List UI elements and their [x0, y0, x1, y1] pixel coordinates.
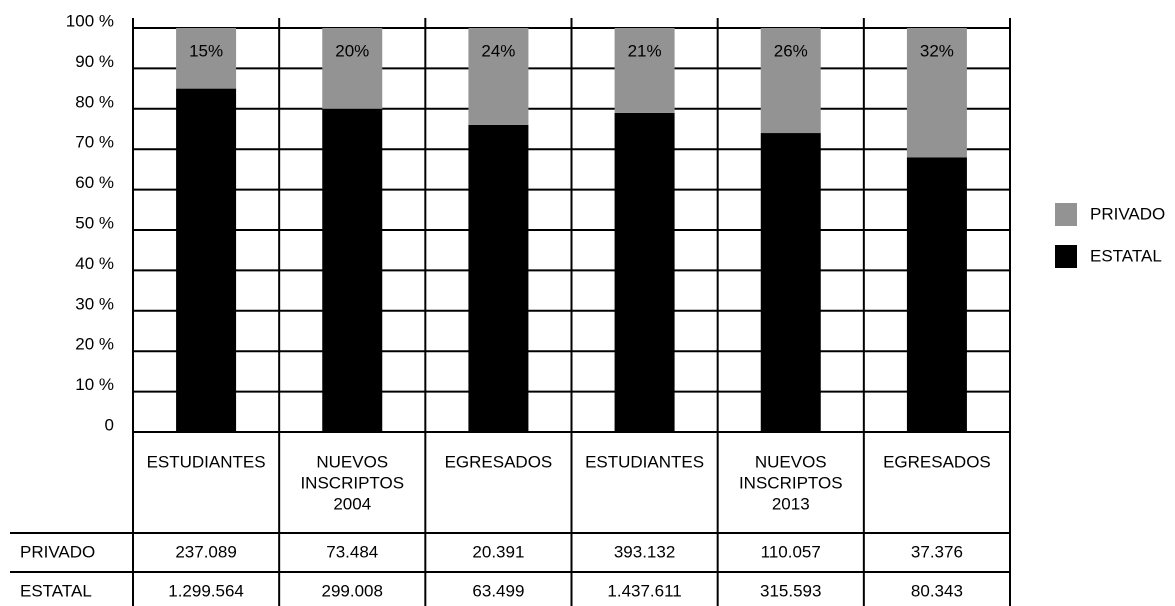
- y-tick-label: 20 %: [75, 335, 114, 354]
- legend-label: PRIVADO: [1090, 204, 1165, 223]
- y-tick-label: 10 %: [75, 375, 114, 394]
- table-cell: 20.391: [472, 542, 524, 561]
- data-label: 24%: [481, 41, 515, 60]
- x-tick-label: 2004: [333, 494, 371, 513]
- bar-segment: [176, 88, 237, 432]
- y-tick-label: 50 %: [75, 213, 114, 232]
- x-tick-label: INSCRIPTOS: [739, 473, 843, 492]
- table-cell: 299.008: [322, 581, 383, 600]
- table-cell: 1.299.564: [168, 581, 244, 600]
- bar-segment: [322, 28, 383, 109]
- data-label: 15%: [189, 41, 223, 60]
- legend-swatch: [1055, 203, 1077, 226]
- table-cell: 80.343: [911, 581, 963, 600]
- bar-segment: [614, 28, 675, 113]
- table-cell: 37.376: [911, 542, 963, 561]
- data-label: 76%: [481, 171, 515, 190]
- legend-swatch: [1055, 245, 1077, 268]
- bar-segment: [468, 28, 529, 125]
- y-tick-label: 60 %: [75, 173, 114, 192]
- data-label: 32%: [920, 41, 954, 60]
- x-tick-label: 2013: [772, 494, 810, 513]
- bar-segment: [906, 28, 967, 158]
- table-cell: 63.499: [472, 581, 524, 600]
- data-label: 74%: [774, 171, 808, 190]
- bar-segment: [760, 28, 821, 134]
- x-tick-label: NUEVOS: [316, 452, 388, 471]
- table-cell: 237.089: [175, 542, 236, 561]
- bar-segment: [906, 157, 967, 432]
- table-cell: 73.484: [326, 542, 378, 561]
- data-label: 20%: [335, 41, 369, 60]
- data-label: 80%: [335, 171, 369, 190]
- x-tick-label: EGRESADOS: [883, 452, 991, 471]
- bar-segment: [322, 108, 383, 433]
- legend-label: ESTATAL: [1090, 246, 1162, 265]
- table-cell: 393.132: [614, 542, 675, 561]
- x-tick-label: ESTUDIANTES: [147, 452, 266, 471]
- y-tick-label: 80 %: [75, 92, 114, 111]
- data-label: 21%: [628, 41, 662, 60]
- data-label: 85%: [189, 171, 223, 190]
- data-label: 26%: [774, 41, 808, 60]
- row-label: ESTATAL: [20, 581, 92, 600]
- bar-segment: [176, 28, 237, 89]
- table-cell: 315.593: [760, 581, 821, 600]
- x-tick-label: INSCRIPTOS: [300, 473, 404, 492]
- x-tick-label: NUEVOS: [755, 452, 827, 471]
- data-label: 68%: [920, 171, 954, 190]
- y-tick-label: 0: [105, 415, 114, 434]
- bar-segment: [614, 112, 675, 432]
- y-tick-label: 30 %: [75, 294, 114, 313]
- x-tick-label: ESTUDIANTES: [585, 452, 704, 471]
- bar-segment: [468, 124, 529, 433]
- data-label: 79%: [628, 171, 662, 190]
- table-cell: 1.437.611: [607, 581, 681, 600]
- row-label: PRIVADO: [20, 542, 95, 561]
- y-tick-label: 90 %: [75, 52, 114, 71]
- y-tick-label: 40 %: [75, 254, 114, 273]
- y-tick-label: 70 %: [75, 133, 114, 152]
- y-tick-label: 100 %: [66, 11, 114, 30]
- table-cell: 110.057: [761, 542, 821, 561]
- bar-segment: [760, 133, 821, 433]
- x-tick-label: EGRESADOS: [445, 452, 553, 471]
